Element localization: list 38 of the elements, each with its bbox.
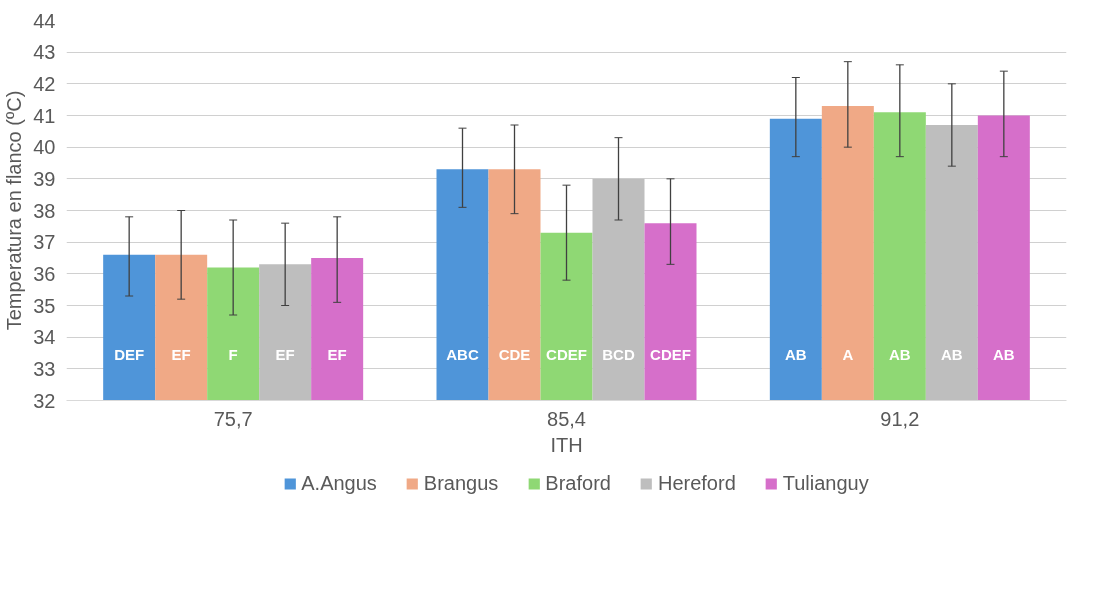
data-label: EF: [275, 346, 295, 364]
data-label: CDEF: [650, 346, 691, 364]
data-label: AB: [889, 346, 911, 364]
y-tick-label: 35: [33, 294, 56, 317]
legend-label: Braford: [545, 471, 611, 495]
y-tick-label: 41: [33, 104, 56, 127]
legend-label: A.Angus: [301, 471, 377, 495]
x-axis-title: ITH: [550, 433, 583, 456]
y-tick-label: 37: [33, 231, 56, 254]
y-tick-label: 42: [33, 72, 56, 95]
data-label: BCD: [602, 346, 635, 364]
data-label: DEF: [114, 346, 145, 364]
y-tick-label: 36: [33, 262, 56, 285]
y-tick-label: 44: [33, 9, 56, 32]
legend-label: Tulianguy: [782, 471, 869, 495]
data-label: AB: [993, 346, 1015, 364]
data-label: CDE: [498, 346, 531, 364]
data-label: ABC: [446, 346, 479, 364]
y-axis-title: Temperatura en flanco (ºC): [3, 90, 26, 331]
x-tick-label: 91,2: [880, 407, 920, 430]
y-tick-label: 38: [33, 199, 56, 222]
y-tick-label: 34: [33, 326, 56, 349]
y-tick-label: 43: [33, 41, 56, 64]
x-tick-label: 75,7: [213, 407, 253, 430]
data-label: F: [228, 346, 238, 364]
data-label: CDEF: [546, 346, 587, 364]
data-label: EF: [171, 346, 191, 364]
legend-label: Hereford: [657, 471, 736, 495]
y-tick-label: 32: [33, 389, 56, 412]
legend-label: Brangus: [423, 471, 499, 495]
data-label: AB: [785, 346, 807, 364]
y-tick-label: 39: [33, 167, 56, 190]
y-tick-label: 33: [33, 357, 56, 380]
data-label: EF: [327, 346, 347, 364]
data-label: A: [842, 346, 854, 364]
y-tick-label: 40: [33, 136, 56, 159]
data-label: AB: [941, 346, 963, 364]
x-tick-label: 85,4: [547, 407, 586, 430]
